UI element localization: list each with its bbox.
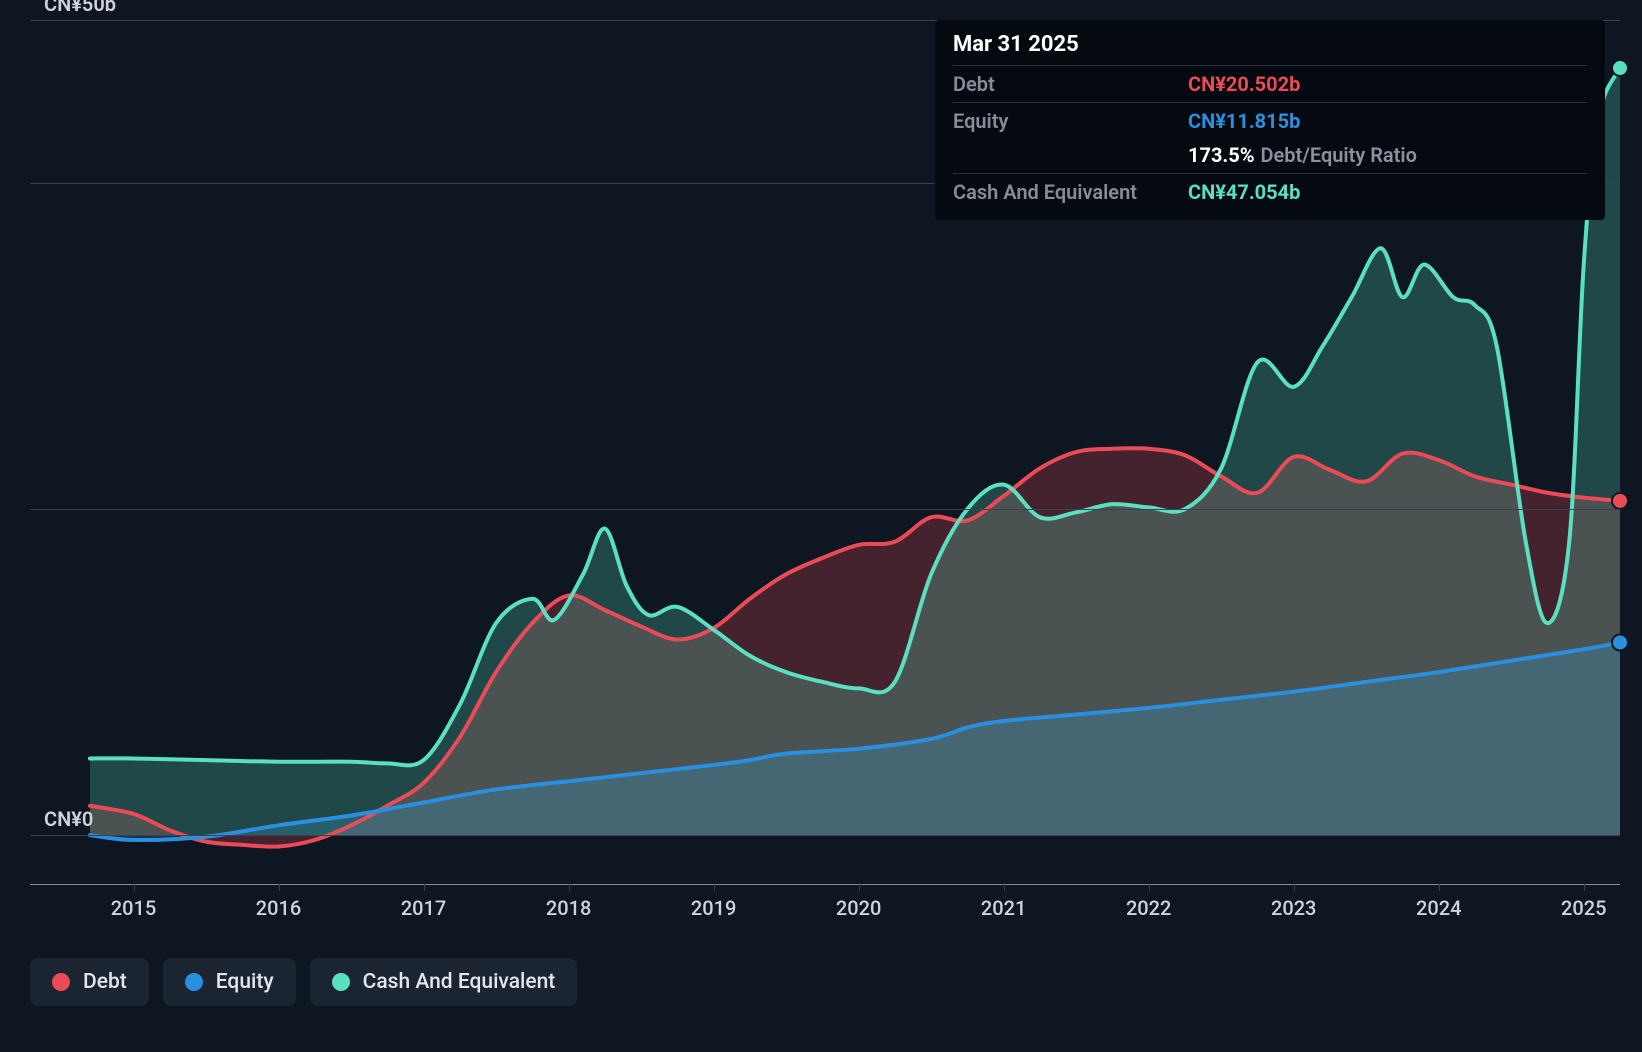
tooltip-row-value: CN¥11.815b	[1188, 109, 1300, 133]
x-axis-label: 2015	[111, 896, 156, 920]
chart-legend: Debt Equity Cash And Equivalent	[30, 958, 577, 1006]
x-tick	[1149, 884, 1150, 891]
x-axis-label: 2020	[836, 896, 881, 920]
equity-swatch-icon	[185, 973, 203, 991]
y-axis-label: CN¥50b	[44, 0, 116, 16]
x-axis-label: 2019	[691, 896, 736, 920]
debt-swatch-icon	[52, 973, 70, 991]
equity-end-marker	[1612, 634, 1628, 650]
x-axis-line	[30, 884, 1620, 885]
x-tick	[714, 884, 715, 891]
x-axis-label: 2025	[1561, 896, 1606, 920]
tooltip-date: Mar 31 2025	[953, 32, 1587, 65]
tooltip-rows: Cash And EquivalentCN¥47.054b	[953, 173, 1587, 210]
tooltip-row-cash: Cash And EquivalentCN¥47.054b	[953, 173, 1587, 210]
legend-label: Equity	[216, 970, 274, 994]
tooltip-row-value: CN¥47.054b	[1188, 180, 1300, 204]
tooltip-ratio-value: 173.5%	[1188, 143, 1254, 167]
cash-end-marker	[1612, 60, 1628, 76]
x-tick	[1294, 884, 1295, 891]
tooltip-rows: DebtCN¥20.502bEquityCN¥11.815b	[953, 65, 1587, 139]
legend-item-equity[interactable]: Equity	[163, 958, 296, 1006]
x-axis-label: 2017	[401, 896, 446, 920]
x-tick	[1584, 884, 1585, 891]
x-axis-label: 2016	[256, 896, 301, 920]
legend-label: Cash And Equivalent	[363, 970, 556, 994]
tooltip-row-debt: DebtCN¥20.502b	[953, 65, 1587, 102]
x-axis-label: 2021	[981, 896, 1026, 920]
tooltip-ratio: 173.5% Debt/Equity Ratio	[953, 139, 1587, 173]
x-tick	[279, 884, 280, 891]
gridline	[30, 509, 1620, 510]
legend-item-debt[interactable]: Debt	[30, 958, 149, 1006]
cash-swatch-icon	[332, 973, 350, 991]
x-tick	[134, 884, 135, 891]
x-tick	[1004, 884, 1005, 891]
tooltip-row-equity: EquityCN¥11.815b	[953, 102, 1587, 139]
tooltip-row-label: Debt	[953, 72, 1188, 96]
x-tick	[424, 884, 425, 891]
x-axis-label: 2023	[1271, 896, 1316, 920]
x-tick	[569, 884, 570, 891]
x-tick	[859, 884, 860, 891]
tooltip-row-value: CN¥20.502b	[1188, 72, 1300, 96]
debt-end-marker	[1612, 493, 1628, 509]
x-axis-label: 2018	[546, 896, 591, 920]
x-axis-label: 2022	[1126, 896, 1171, 920]
legend-label: Debt	[83, 970, 127, 994]
tooltip-ratio-label: Debt/Equity Ratio	[1260, 143, 1416, 167]
gridline	[30, 835, 1620, 836]
tooltip-row-label: Equity	[953, 109, 1188, 133]
y-axis-label: CN¥0	[44, 807, 93, 831]
legend-item-cash[interactable]: Cash And Equivalent	[310, 958, 578, 1006]
chart-tooltip: Mar 31 2025 DebtCN¥20.502bEquityCN¥11.81…	[935, 20, 1605, 220]
x-axis-label: 2024	[1416, 896, 1461, 920]
tooltip-row-label: Cash And Equivalent	[953, 180, 1188, 204]
x-tick	[1439, 884, 1440, 891]
